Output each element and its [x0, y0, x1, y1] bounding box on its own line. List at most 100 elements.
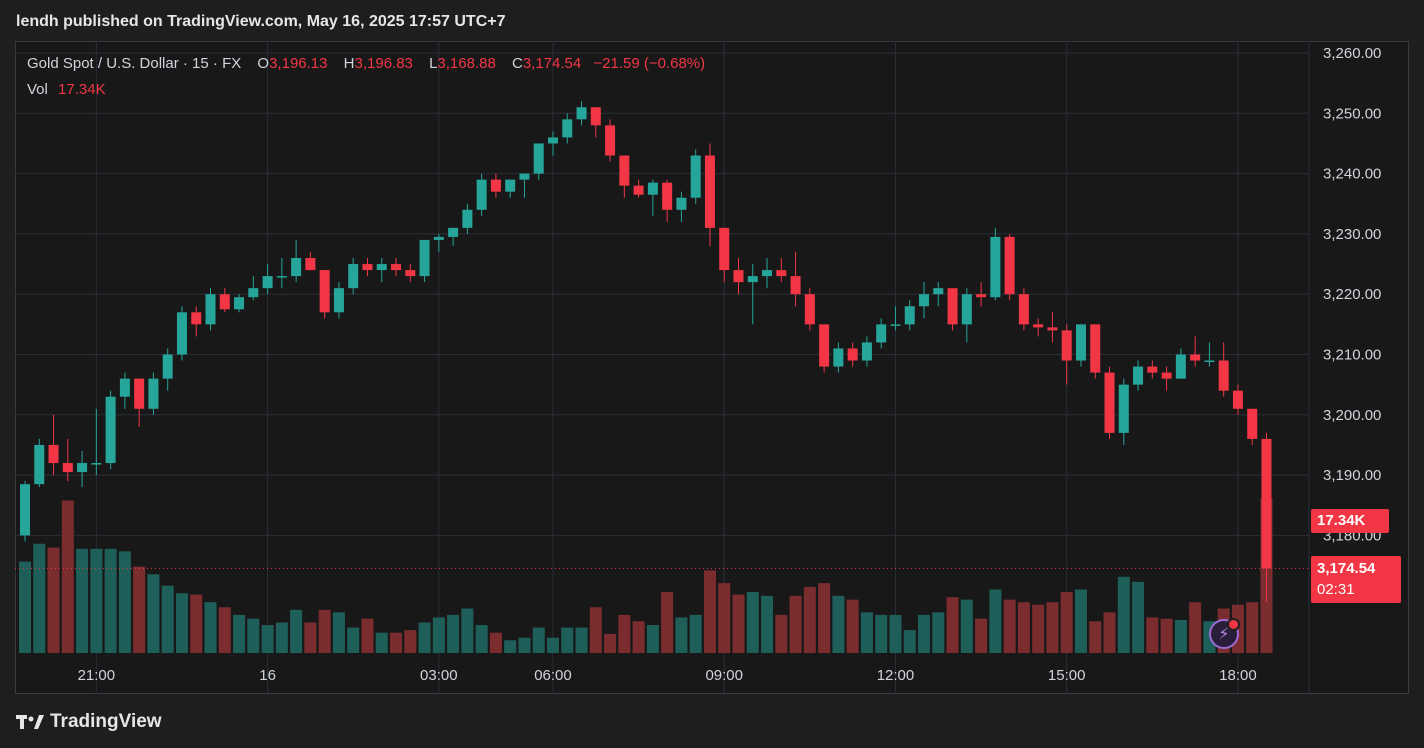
- low-value: 3,168.88: [437, 55, 496, 72]
- candle-body: [376, 264, 387, 271]
- tradingview-logo: TradingView: [16, 711, 162, 733]
- candle-body: [1190, 354, 1201, 361]
- candle-body: [248, 288, 259, 298]
- volume-bar: [703, 570, 716, 653]
- candle-body: [804, 294, 815, 325]
- volume-bar: [646, 625, 659, 653]
- candle-body: [119, 378, 130, 397]
- price-tick-label: 3,240.00: [1323, 166, 1381, 183]
- volume-bar: [475, 625, 488, 653]
- candles: [20, 101, 1272, 602]
- candle-body: [647, 182, 658, 195]
- candle-body: [861, 342, 872, 361]
- candle-body: [1061, 330, 1072, 361]
- volume-bar: [1132, 581, 1145, 653]
- candle-body: [1133, 366, 1144, 385]
- candle-body: [562, 119, 573, 138]
- candle-body: [833, 348, 844, 367]
- candle-body: [590, 107, 601, 126]
- lightning-icon[interactable]: ⚡: [1209, 618, 1240, 649]
- volume-bar: [1074, 589, 1087, 653]
- ohlc-legend: Gold Spot / U.S. Dollar · 15 · FX O3,196…: [27, 55, 705, 72]
- change-value: −21.59 (−0.68%): [593, 55, 706, 72]
- volume-bar: [960, 599, 973, 653]
- candle-body: [933, 288, 944, 295]
- volume-bar: [675, 617, 688, 653]
- candle-body: [176, 312, 187, 355]
- volume-bar: [1160, 618, 1173, 653]
- time-axis[interactable]: 21:00 16 03:00 06:00 09:00 12:00 15:00 18:00: [78, 667, 1257, 684]
- candle-body: [662, 182, 673, 210]
- volume-bar: [604, 633, 617, 653]
- candle-body: [1204, 360, 1215, 363]
- candle-body: [305, 258, 316, 271]
- time-tick-label: 09:00: [705, 667, 743, 684]
- candle-body: [733, 270, 744, 283]
- volume-legend: Vol 17.34K: [27, 81, 106, 98]
- volume-bar: [504, 640, 517, 653]
- volume-bar: [61, 500, 74, 653]
- volume-bar: [347, 627, 360, 653]
- open-value: 3,196.13: [269, 55, 328, 72]
- candle-body: [1047, 327, 1058, 331]
- price-tick-label: 3,200.00: [1323, 407, 1381, 424]
- candle-body: [291, 258, 302, 277]
- volume-bar: [1146, 617, 1159, 653]
- open-label: O: [257, 55, 270, 72]
- candle-body: [419, 239, 430, 277]
- candle-body: [1232, 390, 1243, 409]
- candle-body: [91, 463, 102, 465]
- candle-body: [1033, 324, 1044, 328]
- candle-body: [1118, 384, 1129, 433]
- candle-body: [1075, 324, 1086, 361]
- volume-bar: [47, 547, 60, 653]
- candle-body: [1175, 354, 1186, 379]
- volume-bar: [90, 548, 103, 653]
- volume-bar: [618, 614, 631, 653]
- candle-body: [790, 276, 801, 295]
- candlestick-chart[interactable]: 3,260.00 3,250.00 3,240.00 3,230.00 3,220.00…: [15, 41, 1409, 694]
- candle-body: [776, 270, 787, 277]
- volume-bar: [33, 543, 46, 653]
- volume-bar: [932, 612, 945, 653]
- candle-body: [348, 264, 359, 289]
- candle-body: [847, 348, 858, 361]
- candle-body: [134, 378, 145, 409]
- price-badge: 3,174.54 02:31: [1311, 556, 1401, 603]
- candle-body: [205, 294, 216, 325]
- close-value: 3,174.54: [522, 55, 582, 72]
- volume-bar: [104, 548, 117, 653]
- candle-body: [919, 294, 930, 307]
- volume-bar: [732, 594, 745, 653]
- volume-label: Vol: [27, 81, 48, 98]
- candle-body: [1161, 372, 1172, 379]
- volume-bar: [461, 608, 474, 653]
- volume-bar: [1117, 576, 1130, 653]
- price-axis[interactable]: 3,260.00 3,250.00 3,240.00 3,230.00 3,220.00…: [1323, 45, 1381, 544]
- candle-body: [904, 306, 915, 325]
- candle-body: [162, 354, 173, 379]
- price-tick-label: 3,230.00: [1323, 226, 1381, 243]
- candle-body: [1218, 360, 1229, 391]
- candle-body: [148, 378, 159, 409]
- volume-bar: [1089, 621, 1102, 653]
- volume-bar: [247, 618, 260, 653]
- price-tick-label: 3,190.00: [1323, 467, 1381, 484]
- volume-bar: [361, 618, 374, 653]
- candle-body: [276, 276, 287, 278]
- candle-body: [433, 236, 444, 240]
- volume-bar: [1060, 592, 1073, 653]
- volume-bar: [575, 627, 588, 653]
- price-tick-label: 3,250.00: [1323, 105, 1381, 122]
- candle-body: [1004, 236, 1015, 295]
- volume-bar: [832, 595, 845, 653]
- candle-body: [1104, 372, 1115, 433]
- candle-body: [576, 107, 587, 120]
- volume-bar: [918, 614, 931, 653]
- candle-body: [490, 179, 501, 192]
- volume-bar: [375, 632, 388, 653]
- time-tick-label: 12:00: [877, 667, 915, 684]
- candle-body: [876, 324, 887, 343]
- candle-body: [505, 179, 516, 192]
- volume-bar: [204, 602, 217, 653]
